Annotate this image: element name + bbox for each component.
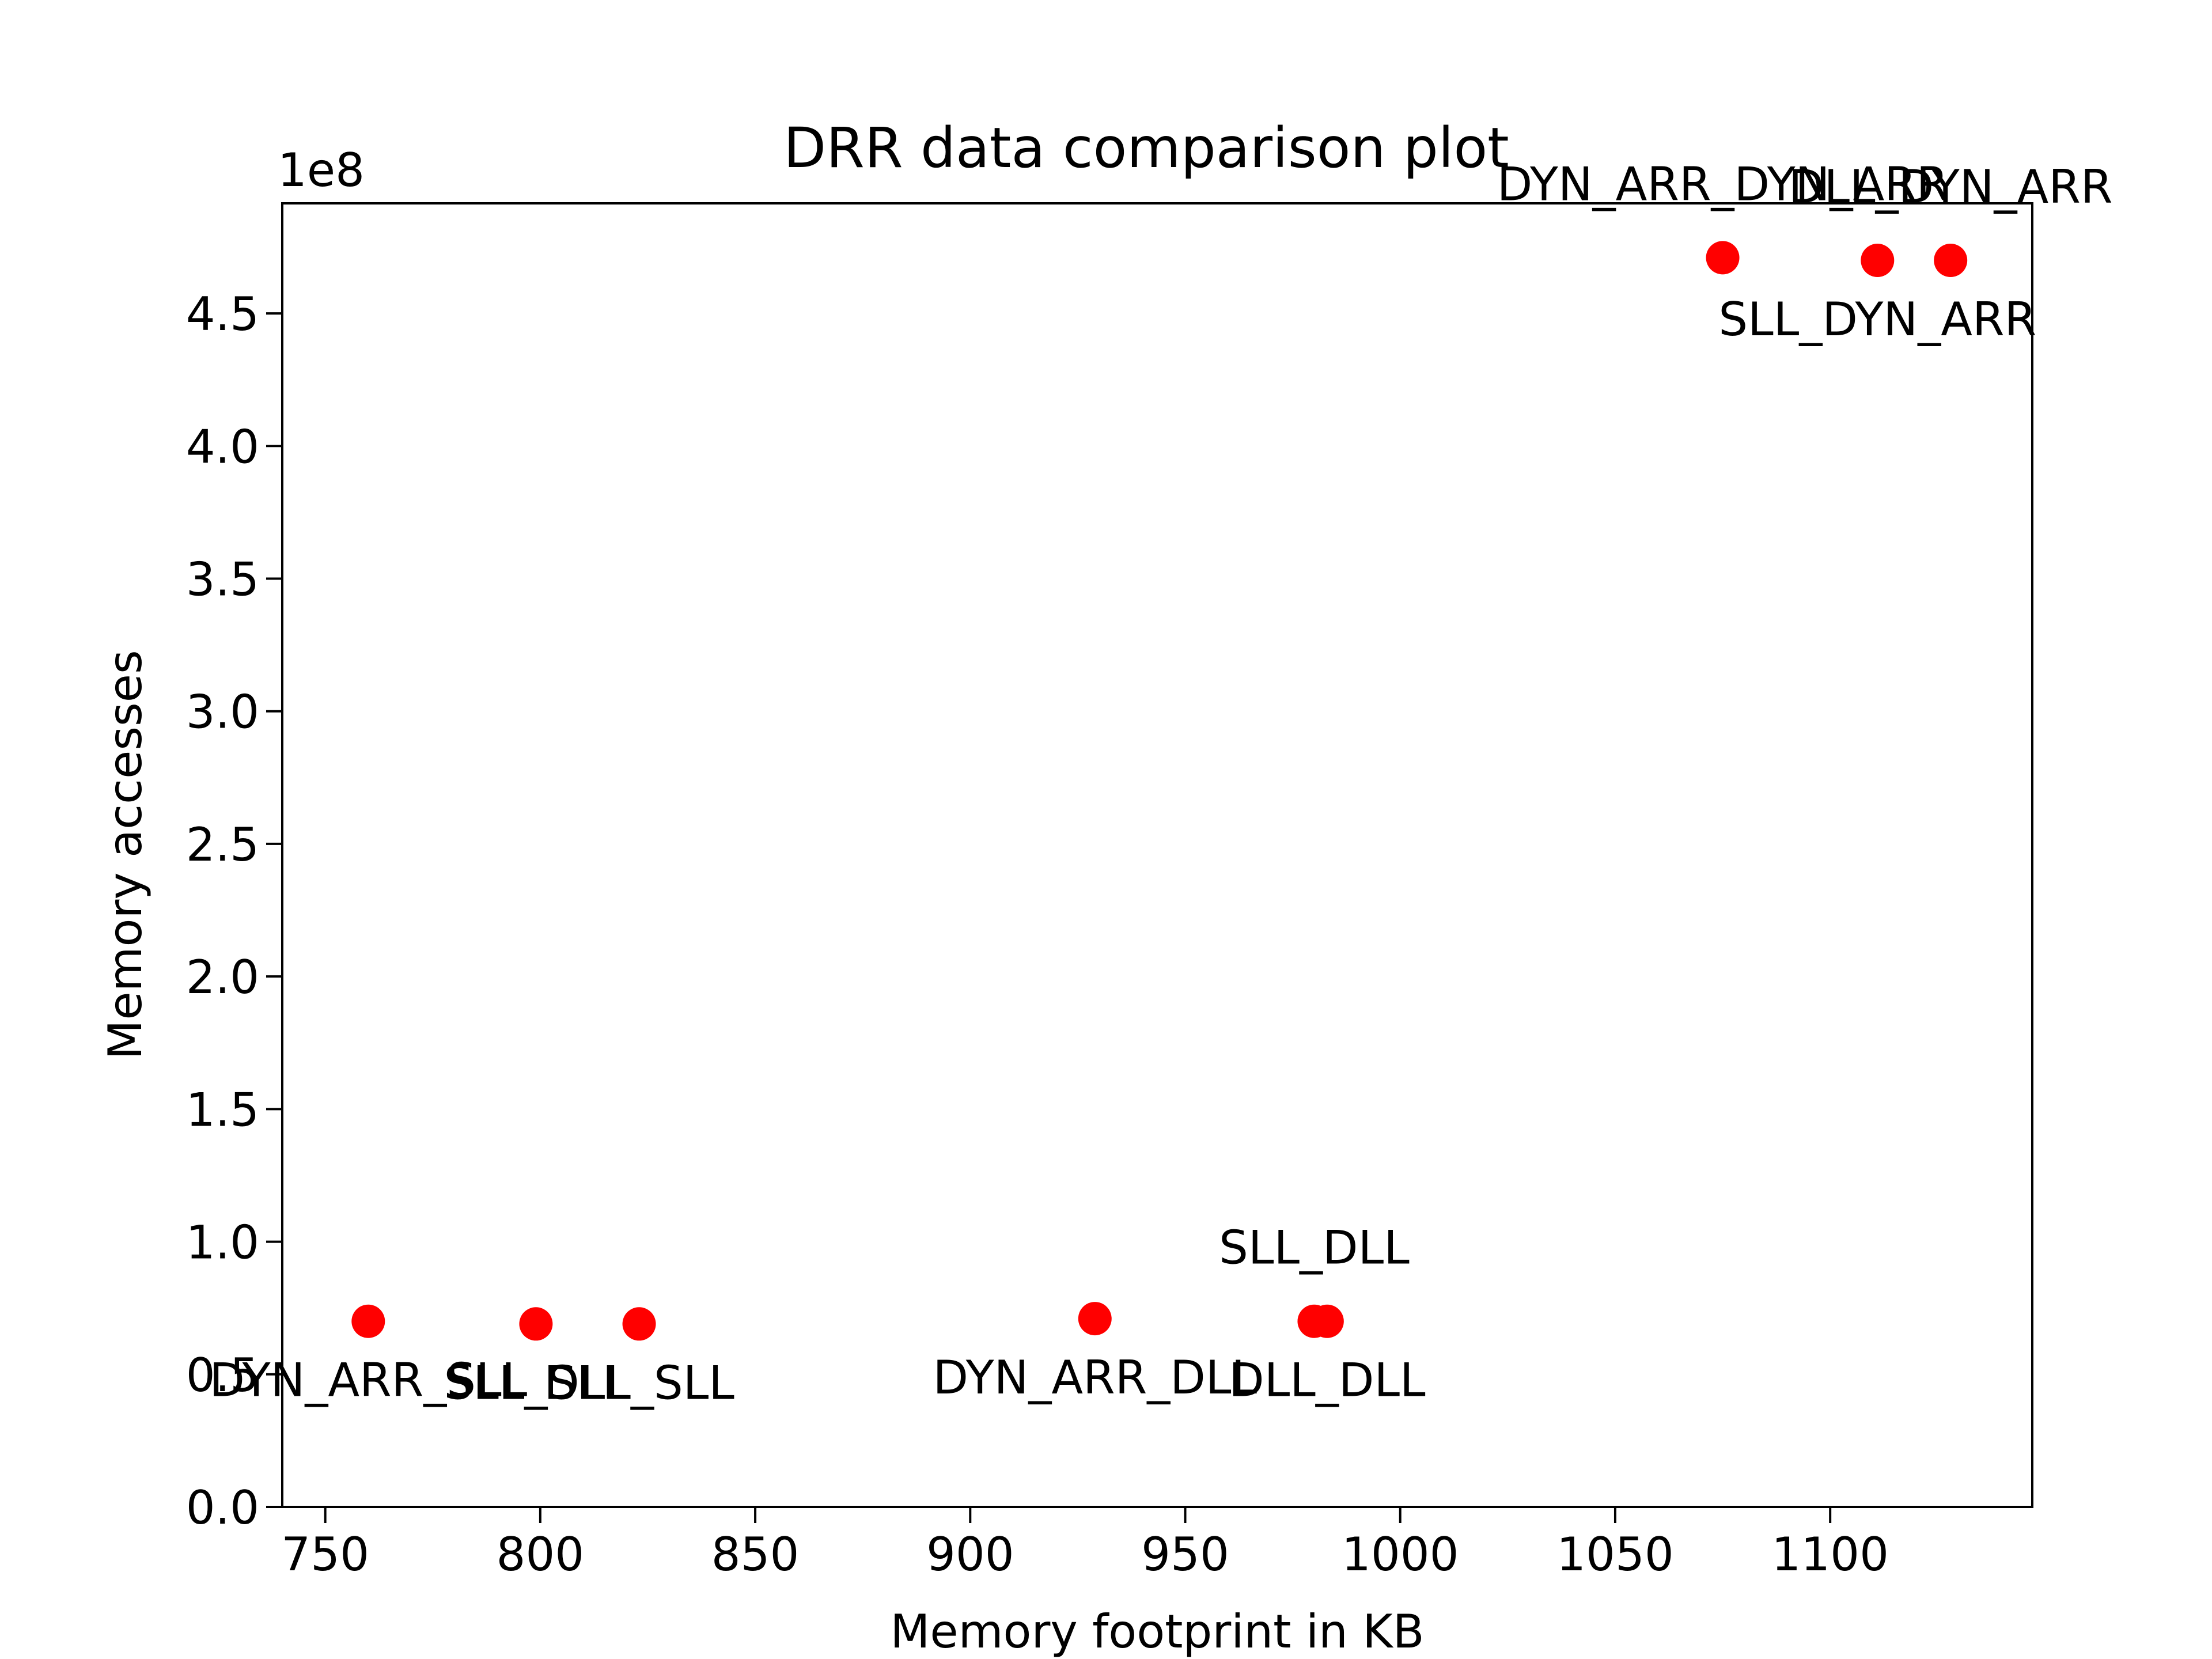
data-point	[1706, 241, 1740, 275]
chart-title: DRR data comparison plot	[783, 116, 1509, 180]
x-axis-label: Memory footprint in KB	[890, 1605, 1424, 1658]
x-tick-label: 850	[711, 1528, 800, 1581]
x-tick-label: 800	[497, 1528, 585, 1581]
x-tick-label: 1050	[1556, 1528, 1674, 1581]
point-label: DLL_DLL	[1229, 1354, 1426, 1407]
plot-area-frame	[281, 202, 2033, 1508]
point-label: DYN_ARR_SLL	[209, 1354, 527, 1407]
axis-ticks: 750 800 850 900 950 1000 1050 1100 0.0 0.5 1.0 1.5 2…	[186, 287, 1889, 1581]
data-point	[1078, 1302, 1112, 1336]
point-label: SLL_DLL	[1219, 1221, 1410, 1275]
point-label: DYN_ARR_DYN_ARR	[1497, 157, 1949, 211]
x-tick-label: 750	[281, 1528, 369, 1581]
y-tick-label: 4.0	[186, 420, 259, 474]
x-tick-label: 1000	[1342, 1528, 1459, 1581]
y-axis-label: Memory accesses	[99, 650, 152, 1059]
point-label: SLL_SLL	[444, 1356, 628, 1410]
y-tick-label: 0.0	[186, 1481, 259, 1535]
data-point	[351, 1304, 385, 1338]
data-points	[351, 241, 1968, 1341]
data-point	[519, 1307, 553, 1341]
y-tick-label: 2.0	[186, 950, 259, 1004]
y-tick-label: 4.5	[186, 287, 259, 341]
y-tick-label: 1.0	[186, 1216, 259, 1270]
point-label: DLL_SLL	[544, 1356, 734, 1410]
x-tick-label: 950	[1141, 1528, 1229, 1581]
point-label: SLL_DYN_ARR	[1718, 293, 2036, 346]
y-tick-label: 1.5	[186, 1083, 259, 1137]
y-tick-label: 0.5	[186, 1349, 259, 1402]
x-tick-label: 900	[926, 1528, 1014, 1581]
x-tick-label: 1100	[1771, 1528, 1889, 1581]
data-point	[622, 1307, 656, 1341]
data-point	[1861, 243, 1895, 277]
y-axis-offset-label: 1e8	[278, 143, 365, 197]
y-tick-label: 3.5	[186, 553, 259, 607]
data-point	[1934, 243, 1968, 277]
data-point	[1310, 1304, 1344, 1338]
y-tick-label: 2.5	[186, 818, 259, 872]
point-label: DYN_ARR_DLL	[933, 1351, 1257, 1404]
y-tick-label: 3.0	[186, 685, 259, 739]
point-label: DLL_DYN_ARR	[1789, 160, 2113, 214]
